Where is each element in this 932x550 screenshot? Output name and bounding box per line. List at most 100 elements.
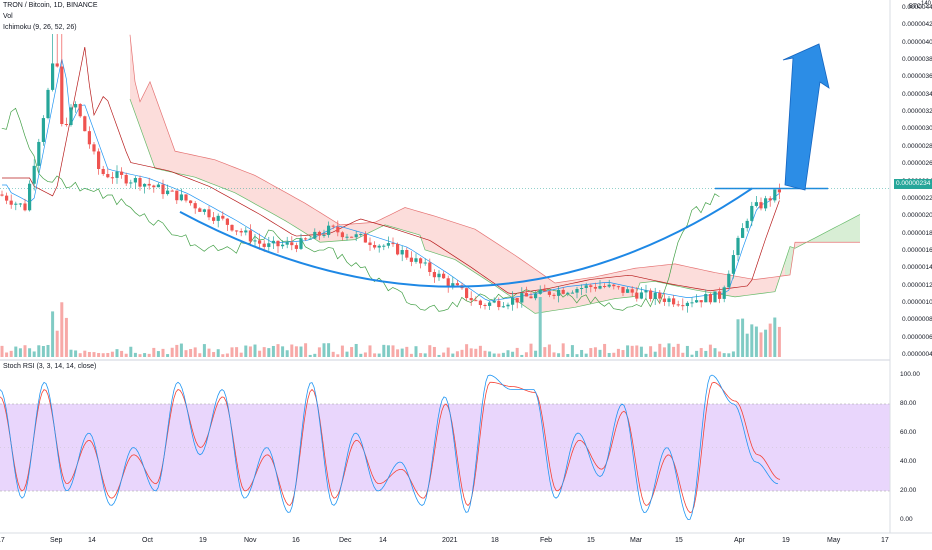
volume-bar [235, 347, 239, 357]
cloud-segment [245, 171, 250, 202]
candle-body [221, 215, 225, 219]
volume-bar [455, 351, 459, 357]
time-tick-label: Dec [339, 537, 352, 544]
candle-body [501, 306, 505, 308]
stoch-legend[interactable]: Stoch RSI (3, 3, 14, 14, close) [3, 363, 97, 370]
candle-body [593, 286, 597, 289]
candle-body [253, 240, 257, 242]
time-tick-label: 15 [587, 537, 595, 544]
candle-body [759, 202, 763, 209]
cloud-segment [815, 235, 820, 243]
cloud-segment [850, 217, 855, 243]
candle-body [676, 304, 680, 306]
candle-body [92, 144, 96, 152]
cloud-segment [670, 263, 675, 286]
candle-body [386, 243, 390, 246]
cloud-segment [145, 81, 150, 155]
volume-bar [529, 343, 533, 357]
cloud-segment [440, 217, 445, 257]
cloud-segment [415, 210, 420, 236]
volume-bar [446, 347, 450, 357]
candle-body [37, 141, 41, 166]
candle-body [727, 273, 731, 288]
cloud-segment [685, 266, 690, 289]
candle-body [198, 208, 202, 212]
volume-bar [552, 352, 556, 357]
time-tick-label: 14 [379, 537, 387, 544]
volume-bar [658, 343, 662, 357]
ichimoku-legend[interactable]: Ichimoku (9, 26, 52, 26) [3, 24, 77, 31]
cloud-segment [490, 238, 495, 286]
cloud-segment [205, 157, 210, 184]
candle-body [695, 300, 699, 303]
cloud-segment [470, 227, 475, 273]
candle-body [262, 243, 266, 247]
volume-bar [336, 354, 340, 357]
volume-bar [667, 343, 671, 357]
candle-body [718, 291, 722, 299]
volume-bar [368, 345, 372, 357]
cloud-segment [480, 232, 485, 280]
candle-body [359, 233, 363, 235]
cloud-segment [530, 265, 535, 314]
volume-bar [230, 347, 234, 357]
volume-bar [322, 343, 326, 357]
stoch-tick-label: 100.00 [900, 371, 920, 378]
volume-bar [147, 353, 151, 357]
volume-legend[interactable]: Vol [3, 13, 13, 20]
candle-body [285, 242, 289, 245]
volume-bar [437, 354, 441, 357]
volume-bar [685, 345, 689, 357]
symbol-legend[interactable]: TRON / Bitcoin, 1D, BINANCE [3, 2, 98, 9]
cloud-segment [220, 161, 225, 189]
cup-curve [179, 187, 753, 288]
candle-body [685, 302, 689, 307]
candle-body [340, 232, 344, 238]
candle-body [239, 231, 243, 233]
candle-body [345, 236, 349, 238]
cloud-segment [690, 267, 695, 290]
volume-bar [547, 344, 551, 357]
candle-body [294, 245, 298, 249]
cloud-segment [265, 180, 270, 213]
volume-bar [773, 317, 777, 357]
volume-bar [248, 346, 252, 357]
candle-body [124, 174, 128, 184]
volume-bar [156, 351, 160, 357]
cloud-segment [350, 223, 355, 240]
candle-body [0, 194, 4, 196]
cloud-segment [620, 270, 625, 299]
volume-bar [492, 353, 496, 357]
candle-body [396, 243, 400, 255]
cloud-segment [575, 279, 580, 308]
cloud-segment [150, 81, 155, 169]
volume-bar [639, 346, 643, 357]
volume-bar [474, 348, 478, 357]
candle-body [101, 168, 105, 175]
candle-body [55, 63, 59, 67]
cloud-segment [615, 271, 620, 299]
volume-bar [161, 348, 165, 357]
cloud-segment [430, 214, 435, 254]
cloud-segment [580, 278, 585, 307]
cloud-segment [280, 189, 285, 221]
volume-bar [566, 354, 570, 357]
volume-bar [37, 345, 41, 357]
cloud-segment [270, 183, 275, 215]
volume-bar [534, 350, 538, 357]
candle-body [474, 300, 478, 302]
volume-bar [212, 352, 216, 357]
volume-bar [285, 350, 289, 357]
candle-body [589, 285, 593, 287]
volume-bar [304, 343, 308, 357]
volume-bar [175, 344, 179, 357]
volume-bar [345, 351, 349, 357]
candle-body [18, 203, 22, 205]
